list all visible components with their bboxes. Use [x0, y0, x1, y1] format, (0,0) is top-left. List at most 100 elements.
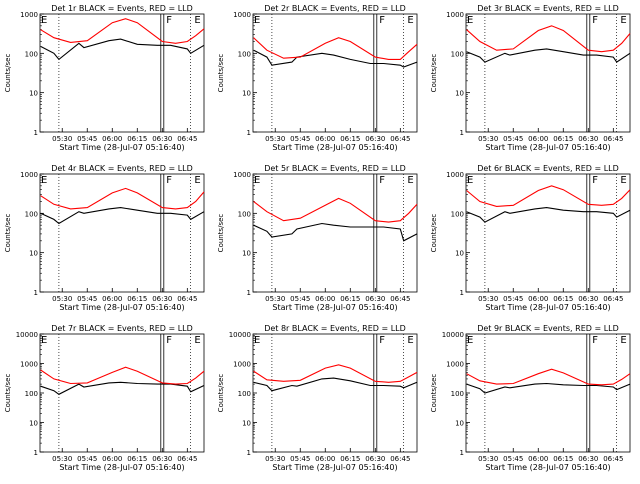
flag-f-label: F — [592, 335, 598, 346]
x-axis-label: Start Time (28-Jul-07 05:16:40) — [485, 463, 610, 472]
y-tick-label: 10000 — [442, 331, 464, 339]
detector-panel: Det 1r BLACK = Events, RED = LLD 1 10 100 10… — [4, 4, 205, 152]
events-series-line — [40, 207, 205, 225]
flag-f-label: F — [379, 175, 385, 186]
x-tick-label: 05:30 — [265, 455, 285, 463]
x-axis-label: Start Time (28-Jul-07 05:16:40) — [59, 143, 184, 152]
x-tick-label: 06:00 — [102, 135, 122, 143]
x-tick-label: 06:45 — [177, 455, 197, 463]
x-tick-label: 06:30 — [365, 135, 385, 143]
lld-series-line — [40, 187, 205, 210]
lld-series-line — [40, 18, 205, 44]
x-tick-label: 05:45 — [77, 455, 97, 463]
y-tick-label: 10 — [455, 420, 464, 428]
x-tick-label: 06:15 — [127, 455, 147, 463]
plot-frame — [465, 173, 631, 293]
x-tick-label: 05:45 — [77, 295, 97, 303]
y-tick-label: 100 — [25, 210, 38, 218]
detector-panel: Det 9r BLACK = Events, RED = LLD 1 10 100 10… — [430, 324, 631, 472]
chart-title: Det 8r BLACK = Events, RED = LLD — [264, 324, 406, 333]
flag-e-label: E — [407, 175, 413, 186]
x-tick-label: 06:30 — [578, 295, 598, 303]
flag-e-label: E — [620, 335, 626, 346]
chart-title: Det 9r BLACK = Events, RED = LLD — [477, 324, 619, 333]
x-tick-label: 06:30 — [365, 295, 385, 303]
y-tick-label: 1000 — [446, 171, 464, 179]
x-axis-label: Start Time (28-Jul-07 05:16:40) — [59, 303, 184, 312]
flag-e-label: E — [620, 15, 626, 26]
y-tick-label: 100 — [238, 50, 251, 58]
chart-title: Det 7r BLACK = Events, RED = LLD — [51, 324, 193, 333]
y-tick-label: 100 — [238, 210, 251, 218]
flag-e-start-label: E — [254, 15, 260, 26]
x-tick-label: 06:15 — [340, 455, 360, 463]
x-tick-label: 06:00 — [315, 455, 335, 463]
x-tick-label: 06:00 — [528, 295, 548, 303]
flag-e-label: E — [407, 15, 413, 26]
lld-series-line — [40, 366, 205, 385]
x-tick-label: 05:30 — [478, 455, 498, 463]
events-series-line — [40, 38, 205, 61]
x-tick-label: 05:45 — [290, 295, 310, 303]
flag-e-label: E — [620, 175, 626, 186]
x-tick-label: 05:45 — [503, 135, 523, 143]
x-tick-label: 06:00 — [102, 295, 122, 303]
y-tick-label: 10 — [29, 250, 38, 258]
x-tick-label: 06:15 — [127, 295, 147, 303]
x-tick-label: 05:30 — [478, 295, 498, 303]
x-tick-label: 06:00 — [315, 135, 335, 143]
x-axis-label: Start Time (28-Jul-07 05:16:40) — [272, 303, 397, 312]
detector-panel: Det 4r BLACK = Events, RED = LLD 1 10 100 10… — [4, 164, 205, 312]
chart-title: Det 3r BLACK = Events, RED = LLD — [477, 4, 619, 13]
y-tick-label: 1000 — [20, 361, 38, 369]
x-tick-label: 06:30 — [365, 455, 385, 463]
x-tick-label: 06:15 — [340, 295, 360, 303]
events-series-line — [466, 48, 631, 63]
y-tick-label: 10 — [29, 420, 38, 428]
y-tick-label: 10 — [242, 90, 251, 98]
lld-series-line — [253, 364, 418, 383]
detector-panel: Det 6r BLACK = Events, RED = LLD 1 10 100 10… — [430, 164, 631, 312]
events-series-line — [466, 382, 631, 394]
x-tick-label: 06:15 — [553, 295, 573, 303]
plot-frame — [39, 333, 205, 453]
x-tick-label: 05:30 — [265, 295, 285, 303]
y-tick-label: 1000 — [233, 11, 251, 19]
chart-title: Det 6r BLACK = Events, RED = LLD — [477, 164, 619, 173]
detector-panel: Det 3r BLACK = Events, RED = LLD 1 10 100 10… — [430, 4, 631, 152]
detector-panel: Det 8r BLACK = Events, RED = LLD 1 10 100 10… — [217, 324, 418, 472]
y-axis-label: Counts/sec — [4, 214, 12, 253]
y-tick-label: 1 — [460, 289, 464, 297]
y-tick-label: 10 — [455, 250, 464, 258]
y-tick-label: 1 — [247, 129, 251, 137]
y-axis-label: Counts/sec — [430, 54, 438, 93]
flag-e-start-label: E — [467, 175, 473, 186]
x-tick-label: 06:00 — [528, 135, 548, 143]
y-axis-label: Counts/sec — [217, 214, 225, 253]
flag-e-start-label: E — [254, 335, 260, 346]
y-tick-label: 1 — [460, 449, 464, 457]
flag-e-start-label: E — [467, 15, 473, 26]
lld-series-line — [466, 368, 631, 386]
detector-panel: Det 7r BLACK = Events, RED = LLD 1 10 100 10… — [4, 324, 205, 472]
events-series-line — [40, 381, 205, 395]
y-tick-label: 100 — [451, 50, 464, 58]
x-tick-label: 06:45 — [177, 295, 197, 303]
x-tick-label: 06:15 — [553, 135, 573, 143]
x-tick-label: 06:15 — [553, 455, 573, 463]
y-tick-label: 1000 — [446, 361, 464, 369]
x-tick-label: 06:30 — [578, 135, 598, 143]
x-tick-label: 06:45 — [390, 455, 410, 463]
y-tick-label: 10 — [29, 90, 38, 98]
chart-title: Det 2r BLACK = Events, RED = LLD — [264, 4, 406, 13]
plot-frame — [252, 13, 418, 133]
plot-frame — [39, 13, 205, 133]
x-tick-label: 05:30 — [265, 135, 285, 143]
y-tick-label: 1 — [34, 449, 38, 457]
flag-f-label: F — [379, 335, 385, 346]
plot-frame — [465, 333, 631, 453]
y-axis-label: Counts/sec — [430, 214, 438, 253]
y-tick-label: 1000 — [446, 11, 464, 19]
flag-e-label: E — [194, 175, 200, 186]
x-tick-label: 06:45 — [390, 295, 410, 303]
